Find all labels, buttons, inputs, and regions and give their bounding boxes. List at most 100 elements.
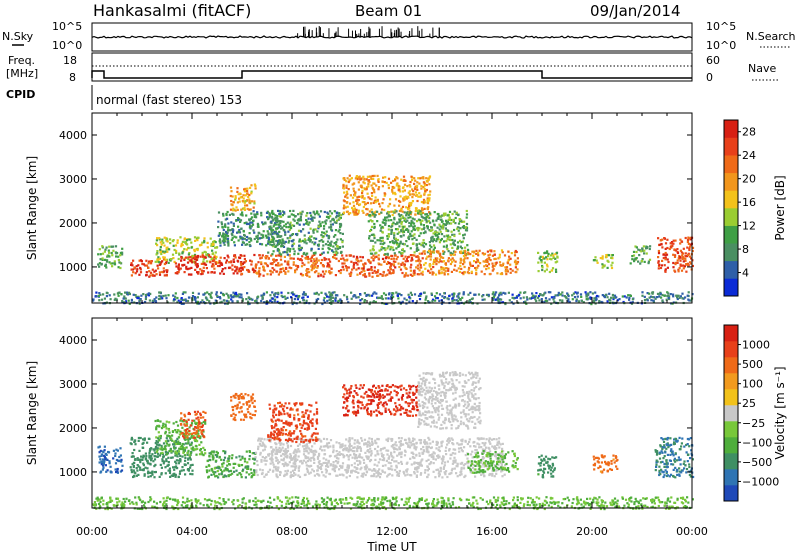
heatmap-cell bbox=[188, 297, 190, 299]
heatmap-cell bbox=[388, 235, 390, 237]
heatmap-cell bbox=[240, 219, 242, 221]
heatmap-cell bbox=[348, 181, 350, 183]
heatmap-cell bbox=[166, 421, 168, 423]
heatmap-cell bbox=[188, 247, 190, 249]
heatmap-cell bbox=[388, 457, 390, 459]
heatmap-cell bbox=[189, 454, 191, 456]
heatmap-cell bbox=[416, 185, 418, 187]
heatmap-cell bbox=[278, 273, 280, 275]
heatmap-cell bbox=[253, 213, 255, 215]
heatmap-cell bbox=[382, 237, 384, 239]
heatmap-cell bbox=[322, 271, 324, 273]
heatmap-cell bbox=[132, 260, 134, 262]
heatmap-cell bbox=[345, 187, 347, 189]
heatmap-cell bbox=[213, 451, 215, 453]
heatmap-cell bbox=[416, 239, 418, 241]
heatmap-cell bbox=[447, 230, 449, 232]
heatmap-cell bbox=[222, 226, 224, 228]
heatmap-cell bbox=[478, 293, 480, 295]
heatmap-cell bbox=[559, 299, 561, 301]
heatmap-cell bbox=[466, 210, 468, 212]
heatmap-cell bbox=[272, 259, 274, 261]
heatmap-cell bbox=[594, 292, 596, 294]
heatmap-cell bbox=[148, 270, 150, 272]
heatmap-cell bbox=[157, 419, 159, 421]
heatmap-cell bbox=[359, 299, 361, 301]
heatmap-cell bbox=[226, 300, 228, 302]
heatmap-cell bbox=[236, 474, 238, 476]
heatmap-cell bbox=[369, 249, 371, 251]
heatmap-cell bbox=[541, 269, 543, 271]
heatmap-cell bbox=[335, 248, 337, 250]
heatmap-cell bbox=[188, 470, 190, 472]
heatmap-cell bbox=[197, 237, 199, 239]
heatmap-cell bbox=[501, 272, 503, 274]
heatmap-cell bbox=[523, 292, 525, 294]
heatmap-cell bbox=[316, 258, 318, 260]
heatmap-cell bbox=[224, 223, 226, 225]
heatmap-cell bbox=[330, 228, 332, 230]
heatmap-cell bbox=[208, 300, 210, 302]
heatmap-cell bbox=[496, 438, 498, 440]
heatmap-cell bbox=[415, 256, 417, 258]
heatmap-cell bbox=[108, 451, 110, 453]
heatmap-cell bbox=[322, 275, 324, 277]
heatmap-cell bbox=[138, 465, 140, 467]
heatmap-cell bbox=[367, 176, 369, 178]
heatmap-cell bbox=[392, 214, 394, 216]
heatmap-cell bbox=[606, 296, 608, 298]
heatmap-cell bbox=[173, 441, 175, 443]
heatmap-cell bbox=[497, 297, 499, 299]
heatmap-cell bbox=[376, 220, 378, 222]
heatmap-cell bbox=[306, 271, 308, 273]
heatmap-cell bbox=[206, 260, 208, 262]
heatmap-cell bbox=[369, 214, 371, 216]
heatmap-cell bbox=[183, 414, 185, 416]
heatmap-cell bbox=[188, 430, 190, 432]
heatmap-cell bbox=[182, 452, 184, 454]
heatmap-cell bbox=[393, 260, 395, 262]
heatmap-cell bbox=[391, 255, 393, 257]
heatmap-cell bbox=[292, 210, 294, 212]
colorbar-tick-label: 24 bbox=[742, 149, 756, 162]
heatmap-cell bbox=[173, 447, 175, 449]
heatmap-cell bbox=[177, 429, 179, 431]
heatmap-cell bbox=[217, 470, 219, 472]
heatmap-cell bbox=[319, 223, 321, 225]
heatmap-cell bbox=[368, 272, 370, 274]
heatmap-cell bbox=[235, 256, 237, 258]
heatmap-cell bbox=[433, 244, 435, 246]
heatmap-cell bbox=[327, 241, 329, 243]
heatmap-cell bbox=[372, 175, 374, 177]
heatmap-cell bbox=[198, 419, 200, 421]
heatmap-cell bbox=[420, 264, 422, 266]
heatmap-cell bbox=[292, 291, 294, 293]
heatmap-cell bbox=[416, 243, 418, 245]
heatmap-cell bbox=[524, 301, 526, 303]
heatmap-cell bbox=[140, 437, 142, 439]
heatmap-cell bbox=[575, 300, 577, 302]
heatmap-cell bbox=[214, 471, 216, 473]
heatmap-cell bbox=[336, 441, 338, 443]
heatmap-cell bbox=[242, 403, 244, 405]
heatmap-cell bbox=[228, 470, 230, 472]
heatmap-cell bbox=[358, 210, 360, 212]
heatmap-cell bbox=[238, 465, 240, 467]
heatmap-cell bbox=[163, 426, 165, 428]
heatmap-cell bbox=[433, 238, 435, 240]
heatmap-cell bbox=[451, 239, 453, 241]
heatmap-cell bbox=[464, 257, 466, 259]
heatmap-cell bbox=[208, 476, 210, 478]
heatmap-cell bbox=[436, 238, 438, 240]
heatmap-cell bbox=[400, 294, 402, 296]
heatmap-cell bbox=[187, 262, 189, 264]
heatmap-cell bbox=[99, 461, 101, 463]
heatmap-cell bbox=[172, 254, 174, 256]
heatmap-cell bbox=[627, 294, 629, 296]
heatmap-cell bbox=[335, 252, 337, 254]
heatmap-cell bbox=[466, 244, 468, 246]
heatmap-cell bbox=[449, 239, 451, 241]
heatmap-cell bbox=[415, 191, 417, 193]
heatmap-cell bbox=[424, 188, 426, 190]
heatmap-cell bbox=[225, 213, 227, 215]
